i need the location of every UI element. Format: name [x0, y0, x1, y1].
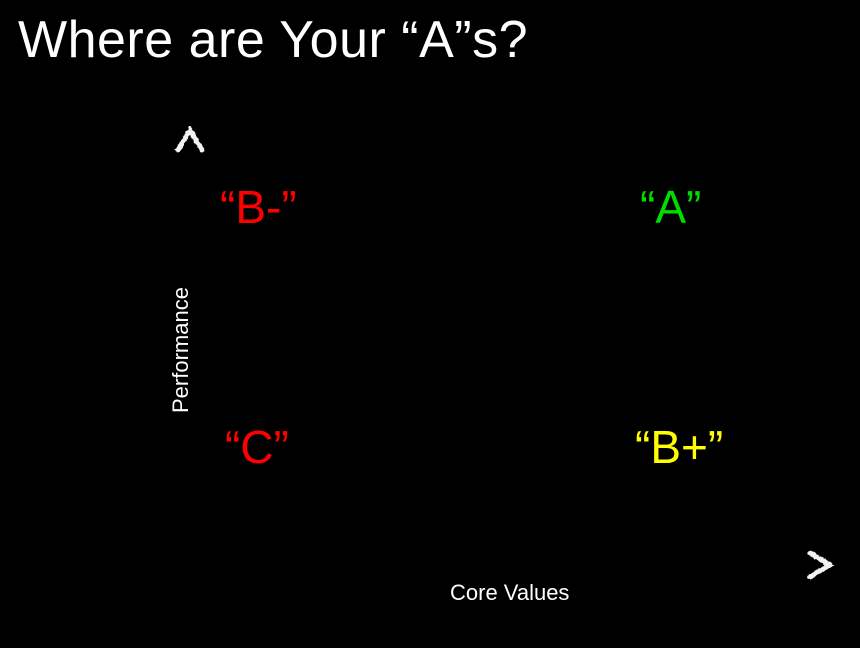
quadrant-bottom-left: “C”	[225, 420, 289, 474]
quadrant-chart	[0, 0, 860, 648]
quadrant-top-left: “B-”	[220, 180, 297, 234]
slide: Where are Your “A”s? Performance Core Va…	[0, 0, 860, 648]
x-axis-label: Core Values	[450, 580, 569, 606]
y-axis-label: Performance	[168, 287, 194, 413]
quadrant-bottom-right: “B+”	[635, 420, 723, 474]
quadrant-top-right: “A”	[640, 180, 701, 234]
